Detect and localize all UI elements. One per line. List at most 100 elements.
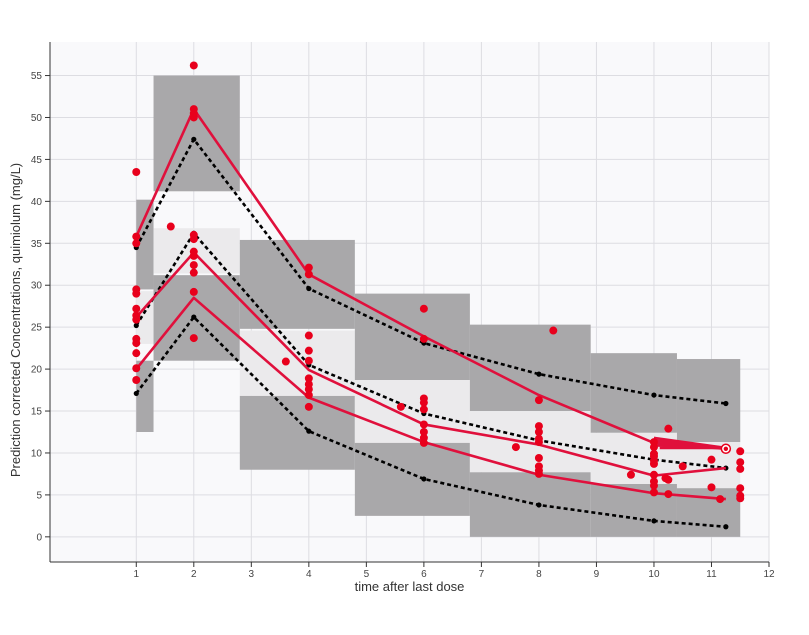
observation-point: [664, 424, 673, 433]
lower-interval-band: [354, 442, 470, 516]
y-tick-label: 50: [31, 113, 43, 124]
observation-point: [534, 469, 543, 478]
observation-point: [304, 331, 313, 340]
observation-point: [189, 334, 198, 343]
median-interval-band: [354, 380, 470, 443]
upper-interval-band: [239, 239, 355, 329]
observation-point: [511, 443, 520, 452]
x-tick-label: 5: [364, 569, 370, 580]
observation-point: [304, 270, 313, 279]
y-tick-label: 25: [31, 323, 43, 334]
y-tick-label: 10: [31, 448, 43, 459]
observation-point: [304, 263, 313, 272]
x-axis-title: time after last dose: [355, 579, 465, 594]
prediction-upper-line-node: [651, 392, 657, 398]
observation-point: [304, 385, 313, 394]
prediction-upper-line-node: [191, 136, 197, 142]
observation-point: [419, 398, 428, 407]
prediction-interval-bands: [136, 75, 741, 537]
observation-point: [304, 346, 313, 355]
observation-point: [736, 494, 745, 503]
lower-interval-band: [239, 395, 355, 470]
observation-point: [304, 391, 313, 400]
x-tick-label: 4: [306, 569, 312, 580]
observation-point: [649, 488, 658, 497]
y-tick-label: 20: [31, 365, 43, 376]
observation-point: [626, 470, 635, 479]
x-tick-label: 12: [763, 569, 775, 580]
observation-point: [132, 232, 141, 241]
observation-point: [132, 339, 141, 348]
observation-point: [649, 443, 658, 452]
observation-point: [736, 484, 745, 493]
y-tick-label: 15: [31, 407, 43, 418]
observation-point: [189, 61, 198, 70]
observation-point: [189, 113, 198, 122]
y-tick-label: 30: [31, 281, 43, 292]
x-tick-label: 10: [648, 569, 660, 580]
observation-point: [132, 315, 141, 324]
highlighted-point-core: [723, 446, 729, 451]
y-tick-label: 40: [31, 197, 43, 208]
lower-interval-band: [136, 360, 154, 432]
observation-point: [189, 287, 198, 296]
observation-point: [419, 304, 428, 313]
prediction-lower-line-node: [421, 476, 427, 482]
observation-point: [716, 495, 725, 504]
upper-interval-band: [469, 324, 591, 412]
prediction-lower-line-node: [191, 314, 197, 320]
observation-point: [419, 334, 428, 343]
prediction-lower-line-node: [536, 502, 542, 508]
y-tick-label: 45: [31, 155, 43, 166]
observation-point: [304, 374, 313, 383]
observation-point: [132, 289, 141, 298]
prediction-upper-line-node: [306, 285, 312, 292]
upper-interval-band: [153, 75, 240, 192]
observation-point: [281, 357, 290, 366]
lower-interval-band: [590, 484, 677, 537]
median-interval-band: [239, 330, 355, 396]
observation-point: [419, 405, 428, 414]
y-tick-label: 35: [31, 239, 43, 250]
observation-point: [419, 420, 428, 429]
observed-points: [132, 61, 745, 504]
x-tick-label: 7: [479, 569, 485, 580]
observation-point: [534, 438, 543, 447]
observation-point: [664, 475, 673, 484]
prediction-lower-line-node: [723, 524, 729, 530]
observation-point: [664, 490, 673, 499]
observation-point: [396, 402, 405, 411]
y-axis-title: Prediction corrected Concentrations, qui…: [8, 163, 23, 477]
observation-point: [132, 304, 141, 313]
observation-point: [736, 447, 745, 456]
observation-point: [304, 402, 313, 411]
observation-point: [534, 428, 543, 436]
upper-interval-band: [590, 353, 677, 433]
observation-point: [189, 261, 198, 270]
observation-point: [534, 422, 543, 431]
observation-point: [189, 268, 198, 277]
observation-point: [189, 235, 198, 244]
x-tick-label: 8: [536, 569, 542, 580]
prediction-median-line-node: [133, 322, 139, 329]
observation-point: [534, 454, 543, 462]
y-tick-label: 55: [31, 71, 43, 82]
observation-point: [707, 483, 716, 492]
prediction-lower-line-node: [306, 428, 312, 434]
x-tick-label: 1: [133, 569, 139, 580]
observation-point: [132, 168, 141, 176]
observation-point: [304, 356, 313, 365]
observation-point: [649, 481, 658, 490]
observation-point: [736, 458, 745, 467]
observation-point: [419, 428, 428, 436]
observation-point: [166, 222, 175, 231]
y-tick-label: 0: [36, 532, 42, 543]
x-tick-label: 6: [421, 569, 427, 580]
observation-point: [189, 251, 198, 260]
observation-point: [649, 459, 658, 468]
observation-point: [534, 396, 543, 405]
observation-point: [132, 349, 141, 358]
observation-point: [649, 470, 658, 479]
